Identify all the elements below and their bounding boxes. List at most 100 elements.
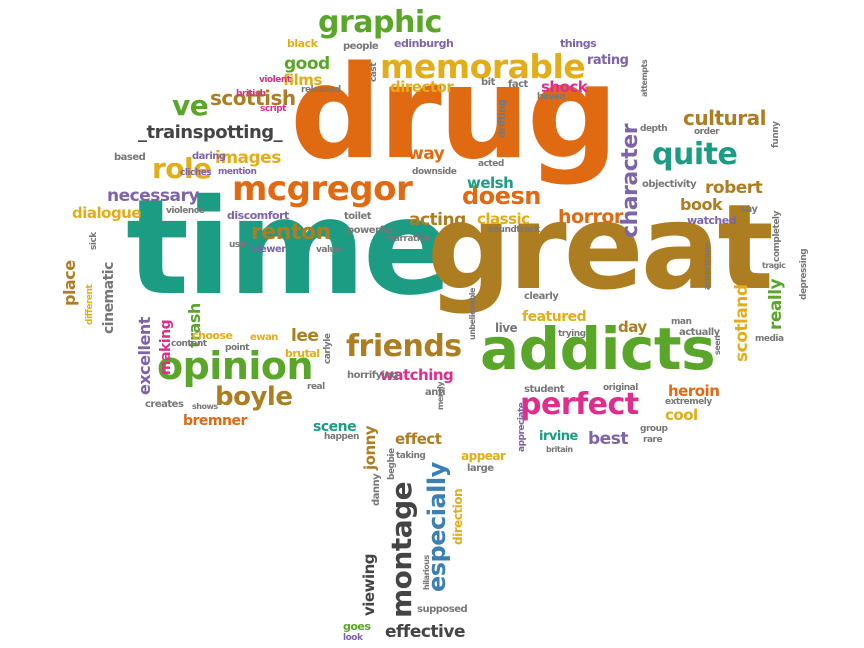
- cloud-word-look: look: [343, 633, 363, 643]
- cloud-word-director: director: [390, 78, 454, 96]
- cloud-word-britain: britain: [546, 445, 573, 454]
- cloud-word-carlyle: carlyle: [323, 333, 333, 365]
- cloud-word-excellent: excellent: [135, 317, 154, 395]
- cloud-word-heroin: heroin: [668, 382, 720, 400]
- cloud-word-quite: quite: [652, 137, 738, 172]
- cloud-word-violence: violence: [166, 206, 205, 216]
- cloud-word-drug: drug: [290, 39, 618, 188]
- cloud-word-great: great: [427, 178, 774, 316]
- cloud-word-cliches: cliches: [180, 168, 212, 178]
- cloud-word-bremner: bremner: [183, 413, 247, 429]
- cloud-word-different: different: [85, 284, 95, 325]
- cloud-word-way: way: [408, 144, 445, 164]
- cloud-word-viewing: viewing: [360, 553, 378, 616]
- cloud-word-addicts: addicts: [480, 315, 716, 383]
- cloud-word-downside: downside: [412, 167, 457, 177]
- cloud-word-funny: funny: [771, 121, 781, 148]
- cloud-word-say: say: [740, 204, 758, 215]
- cloud-word-hilarious: hilarious: [422, 555, 431, 590]
- cloud-word-danny: danny: [371, 473, 382, 506]
- cloud-word-memorable: memorable: [380, 47, 586, 86]
- cloud-word-good: good: [284, 54, 330, 74]
- cloud-word-completely: completely: [772, 211, 782, 262]
- cloud-word-graphic: graphic: [318, 5, 442, 40]
- cloud-word-things: things: [560, 37, 597, 50]
- cloud-word-acted: acted: [478, 159, 504, 169]
- cloud-word-place: place: [60, 260, 79, 306]
- cloud-word-watched: watched: [687, 214, 737, 227]
- cloud-word-effective: effective: [385, 622, 466, 642]
- cloud-word-shock: shock: [541, 78, 588, 96]
- cloud-word-brutal: brutal: [285, 347, 320, 360]
- cloud-word-friends: friends: [346, 329, 462, 364]
- cloud-word-creates: creates: [145, 399, 184, 410]
- cloud-word-welsh: welsh: [467, 174, 514, 192]
- cloud-word-really: really: [766, 278, 786, 330]
- cloud-word-extremely: extremely: [665, 397, 712, 407]
- cloud-word-narrative: narrative: [388, 234, 431, 244]
- cloud-word-unbelievable: unbelievable: [468, 288, 477, 340]
- cloud-word-cast: cast: [369, 62, 379, 82]
- cloud-word-media: media: [755, 334, 784, 344]
- cloud-word-goes: goes: [343, 620, 371, 633]
- cloud-word-tragic: tragic: [762, 261, 786, 270]
- cloud-word-depth: depth: [640, 124, 668, 134]
- cloud-word-montage: montage: [385, 481, 418, 618]
- cloud-word-ve: ve: [172, 89, 209, 122]
- cloud-word-horrifying: horrifying: [347, 370, 398, 381]
- cloud-word-effect: effect: [395, 430, 442, 448]
- cloud-word-student: student: [524, 384, 565, 395]
- cloud-word-taking: taking: [396, 451, 426, 461]
- cloud-word-lee: lee: [291, 326, 319, 346]
- cloud-word-trying: trying: [558, 329, 586, 339]
- cloud-word-shows: shows: [192, 402, 218, 411]
- cloud-word-mention: mention: [218, 167, 257, 177]
- cloud-word-dialogue: dialogue: [72, 204, 142, 222]
- cloud-word-rare: rare: [643, 435, 663, 445]
- cloud-word-robert: robert: [705, 178, 763, 198]
- cloud-word-released: released: [301, 85, 341, 95]
- cloud-word-watching: watching: [380, 366, 454, 384]
- cloud-word-viewer: viewer: [251, 244, 286, 255]
- cloud-word-happen: happen: [324, 432, 359, 442]
- cloud-word-cultural: cultural: [683, 106, 766, 130]
- cloud-word-scene: scene: [313, 419, 357, 435]
- cloud-word-actually: actually: [679, 327, 720, 338]
- cloud-word-boyle: boyle: [215, 382, 293, 412]
- cloud-word-perfect: perfect: [520, 387, 639, 422]
- cloud-word-edinburgh: edinburgh: [394, 37, 454, 50]
- cloud-word-use: use: [229, 240, 246, 250]
- cloud-word-americans: americans: [703, 242, 713, 290]
- cloud-word-based: based: [114, 152, 146, 163]
- cloud-word-bit: bit: [481, 77, 495, 88]
- cloud-word-powerful: powerful: [347, 225, 393, 236]
- cloud-word-live: live: [495, 321, 518, 335]
- cloud-word-black: black: [287, 37, 318, 50]
- cloud-word-script: script: [260, 104, 286, 114]
- cloud-word-mcgregor: mcgregor: [232, 169, 413, 209]
- cloud-word-anti: anti: [425, 387, 446, 398]
- cloud-word-direction: direction: [451, 488, 465, 545]
- cloud-word-opinion: opinion: [157, 344, 314, 388]
- cloud-word-clearly: clearly: [524, 291, 559, 302]
- cloud-word-trainspotting: _trainspotting_: [138, 122, 283, 143]
- cloud-word-man: man: [671, 317, 692, 327]
- cloud-word-featured: featured: [522, 309, 587, 325]
- cloud-word-real: real: [307, 382, 325, 392]
- cloud-word-ewan: ewan: [250, 332, 278, 343]
- cloud-word-cinematic: cinematic: [101, 262, 117, 334]
- cloud-word-violent: violent: [259, 75, 291, 85]
- cloud-word-necessary: necessary: [107, 186, 199, 206]
- cloud-word-original: original: [603, 383, 638, 393]
- cloud-word-doesn: doesn: [462, 182, 541, 210]
- cloud-word-appear: appear: [461, 449, 506, 463]
- cloud-word-classic: classic: [477, 210, 530, 228]
- cloud-word-daring: daring: [192, 151, 226, 162]
- cloud-word-fact: fact: [508, 79, 528, 90]
- cloud-word-people: people: [343, 41, 379, 52]
- cloud-word-scottish: scottish: [210, 86, 296, 110]
- cloud-word-acting: acting: [409, 210, 466, 230]
- cloud-word-day: day: [618, 318, 647, 336]
- cloud-word-book: book: [680, 195, 723, 214]
- cloud-word-group: group: [640, 424, 668, 434]
